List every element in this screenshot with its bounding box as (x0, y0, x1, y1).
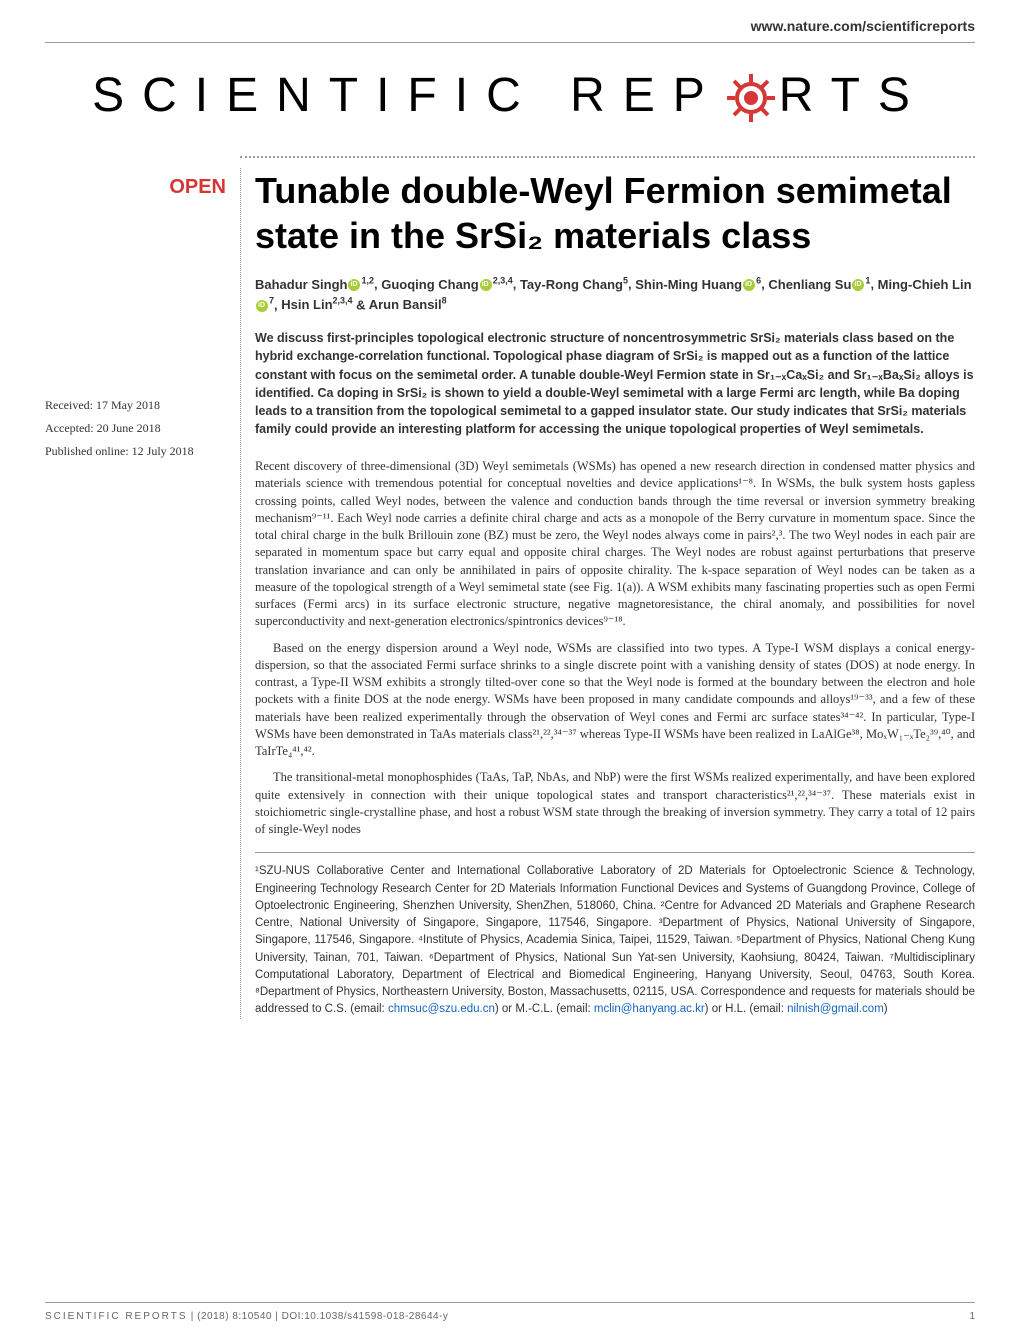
email-link[interactable]: chmsuc@szu.edu.cn (388, 1003, 495, 1015)
orcid-icon[interactable] (256, 300, 268, 312)
abstract: We discuss first-principles topological … (255, 329, 975, 438)
orcid-icon[interactable] (480, 279, 492, 291)
top-divider (45, 42, 975, 43)
author: Bahadur Singh1,2 (255, 277, 374, 292)
open-access-badge: OPEN (45, 176, 240, 199)
affiliations-text: ¹SZU-NUS Collaborative Center and Intern… (255, 865, 975, 1015)
article-title: Tunable double-Weyl Fermion semimetal st… (255, 168, 975, 258)
affiliations: ¹SZU-NUS Collaborative Center and Intern… (255, 852, 975, 1018)
body-paragraph-3: The transitional-metal monophosphides (T… (255, 769, 975, 838)
date-accepted: Accepted: 20 June 2018 (45, 417, 240, 440)
author: Shin-Ming Huang6 (635, 277, 761, 292)
header-url: www.nature.com/scientificreports (0, 0, 1020, 42)
authors-list: Bahadur Singh1,2, Guoqing Chang2,3,4, Ta… (255, 274, 975, 315)
text: ) or M.-C.L. (email: (495, 1003, 594, 1015)
journal-logo: SCIENTIFIC REP RTS (0, 68, 1020, 126)
gear-icon (723, 70, 779, 126)
page-footer: SCIENTIFIC REPORTS | (2018) 8:10540 | DO… (45, 1302, 975, 1322)
logo-text-before: SCIENTIFIC REP (92, 69, 723, 122)
email-link[interactable]: nilnish@gmail.com (787, 1003, 884, 1015)
author: Arun Bansil8 (369, 297, 447, 312)
footer-journal: SCIENTIFIC REPORTS (45, 1311, 188, 1322)
text: ) or H.L. (email: (705, 1003, 787, 1015)
author: Tay-Rong Chang5 (520, 277, 628, 292)
author: Hsin Lin2,3,4 (281, 297, 352, 312)
body-paragraph-1: Recent discovery of three-dimensional (3… (255, 458, 975, 631)
orcid-icon[interactable] (743, 279, 755, 291)
author: Guoqing Chang2,3,4 (381, 277, 513, 292)
footer-citation: | (2018) 8:10540 | DOI:10.1038/s41598-01… (188, 1311, 449, 1322)
text: ) (884, 1003, 888, 1015)
body-paragraph-2: Based on the energy dispersion around a … (255, 640, 975, 761)
email-link[interactable]: mclin@hanyang.ac.kr (594, 1003, 705, 1015)
page-number: 1 (969, 1311, 975, 1322)
publication-dates: Received: 17 May 2018 Accepted: 20 June … (45, 394, 240, 462)
left-column: OPEN Received: 17 May 2018 Accepted: 20 … (45, 168, 240, 1018)
main-column: Tunable double-Weyl Fermion semimetal st… (240, 168, 975, 1018)
date-published: Published online: 12 July 2018 (45, 440, 240, 463)
date-received: Received: 17 May 2018 (45, 394, 240, 417)
orcid-icon[interactable] (852, 279, 864, 291)
logo-text-after: RTS (779, 69, 928, 122)
author: Chenliang Su1 (768, 277, 870, 292)
orcid-icon[interactable] (348, 279, 360, 291)
